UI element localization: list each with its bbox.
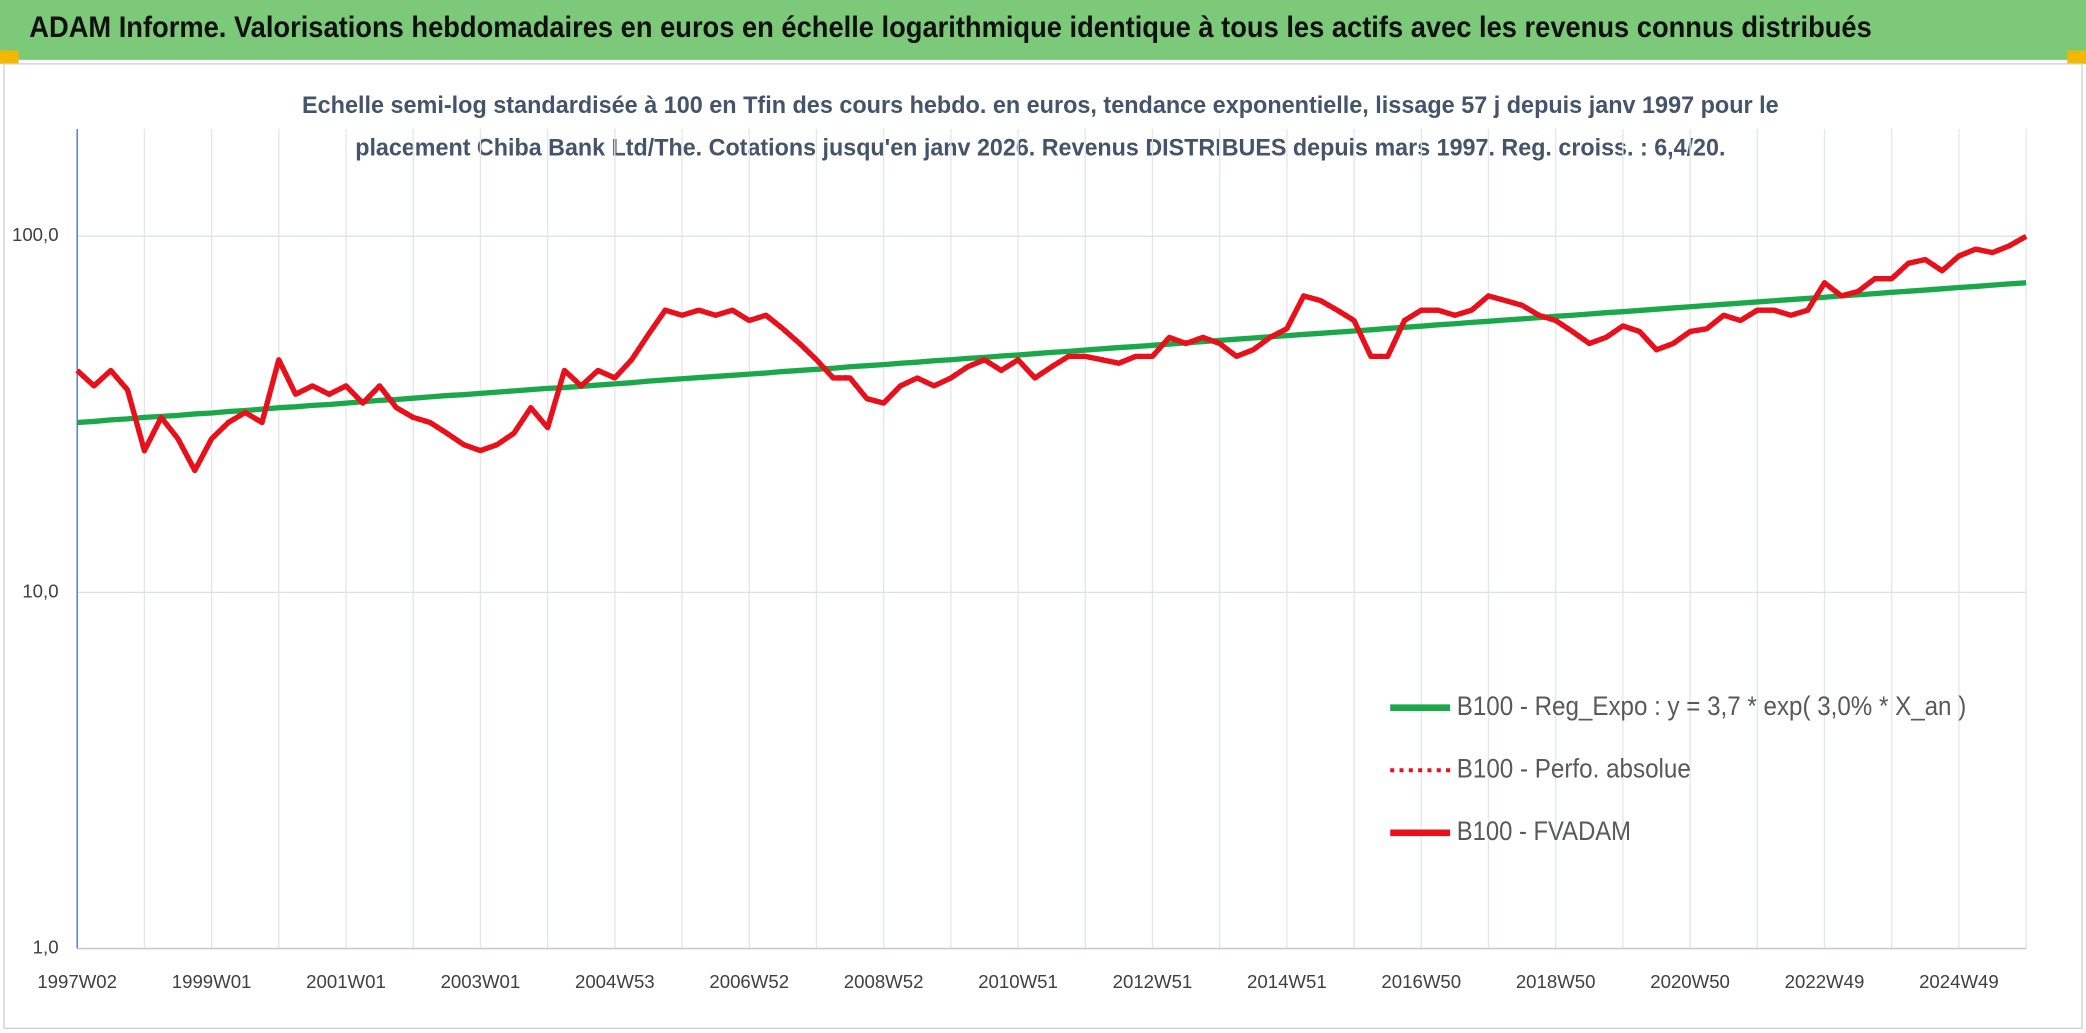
chart-title: ADAM Informe. Valorisations hebdomadaire… — [29, 12, 1872, 44]
series-line — [77, 280, 2027, 426]
y-tick-label: 1,0 — [33, 936, 59, 957]
y-tick-label: 100,0 — [12, 224, 59, 245]
x-tick-label: 2016W50 — [1381, 971, 1461, 992]
x-tick-label: 2003W01 — [441, 971, 521, 992]
corner-mark — [0, 50, 19, 64]
x-tick-label: 2024W49 — [1919, 971, 1999, 992]
x-tick-label: 1997W02 — [37, 971, 117, 992]
x-tick-label: 2008W52 — [844, 971, 924, 992]
x-tick-label: 2018W50 — [1516, 971, 1596, 992]
legend-label: B100 - FVADAM — [1457, 816, 1631, 846]
subtitle: Echelle semi-log standardisée à 100 en T… — [302, 92, 1779, 119]
x-tick-label: 2014W51 — [1247, 971, 1327, 992]
x-tick-label: 2004W53 — [575, 971, 655, 992]
subtitle: placement Chiba Bank Ltd/The. Cotations … — [355, 134, 1725, 161]
legend-label: B100 - Perfo. absolue — [1457, 753, 1691, 783]
y-tick-label: 10,0 — [22, 580, 58, 601]
x-tick-label: 2006W52 — [709, 971, 789, 992]
x-tick-label: 2012W51 — [1113, 971, 1193, 992]
x-tick-label: 1999W01 — [172, 971, 252, 992]
corner-mark — [2067, 50, 2086, 64]
series-line — [75, 233, 2028, 474]
x-tick-label: 2010W51 — [978, 971, 1058, 992]
chart-frame — [3, 63, 2083, 1030]
x-tick-label: 2001W01 — [306, 971, 386, 992]
x-tick-label: 2020W50 — [1650, 971, 1730, 992]
legend-label: B100 - Reg_Expo : y = 3,7 * exp( 3,0% * … — [1457, 691, 1967, 721]
x-tick-label: 2022W49 — [1785, 971, 1865, 992]
title-banner — [0, 0, 2086, 60]
